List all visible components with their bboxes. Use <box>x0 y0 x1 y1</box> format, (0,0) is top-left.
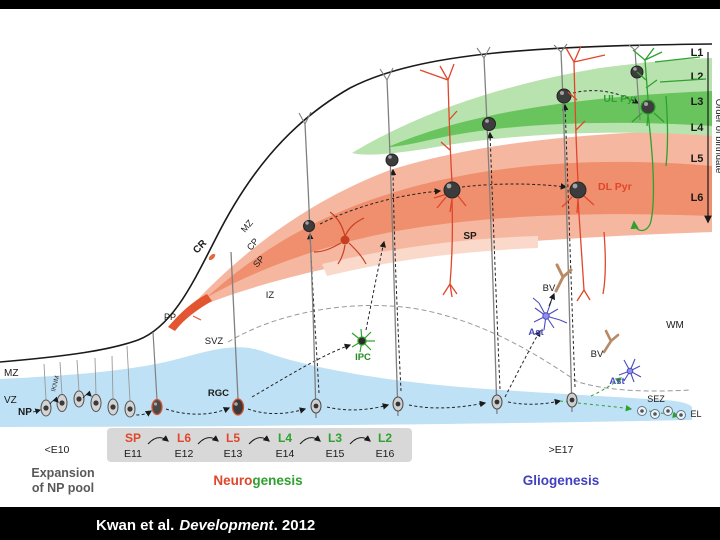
label-ul-pyr: UL Pyr <box>603 93 637 105</box>
label-ast-lower: Ast <box>609 376 625 387</box>
vz-svz-region <box>0 347 692 427</box>
layer-label-l6: L6 <box>691 192 704 204</box>
radial-neuron-3 <box>476 46 503 415</box>
citation: Kwan et al. Development. 2012 <box>96 517 315 534</box>
cr-cell <box>208 253 216 261</box>
phase-expansion-line2: of NP pool <box>32 481 94 495</box>
bottom-letterbox-bar <box>0 507 720 540</box>
birthdate-axis: Order of birthdate L1 L2 L3 L4 L5 L6 <box>691 47 720 224</box>
zone-labels: MZ VZ NP IKNM CR MZ CP SP IZ PP SVZ RGC … <box>4 93 702 419</box>
label-vz-left: VZ <box>4 395 17 406</box>
citation-year: . 2012 <box>274 517 316 534</box>
dl-pyr-neuron-1 <box>419 63 467 298</box>
phase-neurogenesis-prefix: Neuro <box>213 473 252 488</box>
np-cell-cluster <box>32 345 136 418</box>
citation-authors: Kwan et al. <box>96 517 174 534</box>
lineage-arrows <box>125 90 640 417</box>
label-iknm: IKNM <box>50 375 61 393</box>
phase-labels: Expansion of NP pool Neurogenesis Glioge… <box>31 466 599 495</box>
label-sez: SEZ <box>647 394 665 404</box>
iz-multipolar-neuron <box>313 211 367 265</box>
astrocyte-upper <box>532 292 568 331</box>
dl-pyr-neuron-2 <box>561 45 607 302</box>
timeline-cycle-arrows <box>147 435 371 445</box>
label-bv-upper: BV <box>543 283 556 294</box>
timeline-stage-layer-l3: L3 <box>328 431 342 445</box>
citation-journal: Development <box>179 517 274 534</box>
label-el: EL <box>690 409 701 419</box>
phase-expansion-line1: Expansion <box>31 466 94 480</box>
label-svz: SVZ <box>205 336 224 347</box>
timeline-stage-day-e13: E13 <box>224 448 243 460</box>
svz-boundary-dashed-line <box>227 304 691 392</box>
phase-gliogenesis: Gliogenesis <box>523 473 600 488</box>
blood-vessel-upper <box>554 263 573 293</box>
sp-precursor-cell <box>151 331 163 416</box>
label-pp: PP <box>164 312 176 322</box>
label-rgc: RGC <box>208 388 229 399</box>
layer-label-l4: L4 <box>691 122 705 134</box>
timeline-bar: SP E11 L6 E12 L5 E13 L4 E14 L3 E15 L2 E1… <box>45 428 574 462</box>
label-mz-left: MZ <box>4 368 18 379</box>
ul-pyr-neuron <box>630 47 707 232</box>
layer-label-l5: L5 <box>691 153 704 165</box>
label-sp-subplate: SP <box>463 231 477 242</box>
birthdate-axis-label: Order of birthdate <box>713 99 720 173</box>
timeline-stage-layer-l6: L6 <box>177 431 191 445</box>
astrocyte-lower <box>618 358 642 383</box>
blood-vessel-lower <box>602 329 620 354</box>
timeline-stage-day-e11: E11 <box>124 448 142 460</box>
timeline-stage-layer-l4: L4 <box>278 431 292 445</box>
label-ast-upper: Ast <box>528 327 544 338</box>
timeline-stage-layer-l5: L5 <box>226 431 240 445</box>
layer-label-l2: L2 <box>691 71 704 83</box>
sez-el-cells <box>637 406 686 420</box>
timeline-stage-day-e15: E15 <box>326 448 345 460</box>
timeline-stage-layer-l2: L2 <box>378 431 392 445</box>
radial-neuron-1 <box>298 111 322 419</box>
label-ipc: IPC <box>355 352 371 363</box>
phase-neurogenesis-suffix: genesis <box>252 473 302 488</box>
label-dl-pyr: DL Pyr <box>598 181 632 193</box>
top-letterbox-bar <box>0 0 720 9</box>
pial-surface-curve <box>0 43 713 363</box>
label-bv-lower: BV <box>591 349 604 360</box>
label-np: NP <box>18 407 32 418</box>
timeline-after-e17: >E17 <box>549 444 574 456</box>
pp-neuron <box>171 296 207 328</box>
timeline-stage-day-e16: E16 <box>376 448 395 460</box>
timeline-before-e10: <E10 <box>45 444 70 456</box>
timeline-stage-day-e12: E12 <box>175 448 194 460</box>
layer-label-l1: L1 <box>691 47 704 59</box>
timeline-stage-day-e14: E14 <box>276 448 295 460</box>
timeline-stage-layer-sp: SP <box>125 431 141 445</box>
radial-neuron-2 <box>379 67 404 417</box>
phase-neurogenesis: Neurogenesis <box>213 473 302 488</box>
ipc-cell <box>351 328 375 353</box>
upper-layer-bands <box>352 58 712 155</box>
label-iz: IZ <box>266 290 275 301</box>
radial-neuron-4 <box>553 43 578 413</box>
label-wm: WM <box>666 320 684 331</box>
rgc-cell <box>230 251 245 416</box>
layer-label-l3: L3 <box>691 96 704 108</box>
